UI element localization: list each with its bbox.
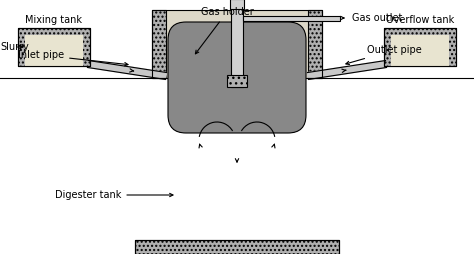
Bar	[308, 10, 322, 78]
Bar	[230, 0, 244, 9]
Text: Mixing tank: Mixing tank	[26, 15, 82, 25]
Text: Digester tank: Digester tank	[55, 190, 173, 200]
Bar	[391, 35, 449, 66]
Bar	[135, 240, 339, 254]
Bar	[152, 10, 322, 78]
Polygon shape	[308, 60, 386, 80]
Bar	[166, 10, 308, 78]
Bar	[384, 28, 456, 66]
Bar	[166, 10, 308, 78]
Text: Gas holder: Gas holder	[195, 7, 254, 54]
Text: Overflow tank: Overflow tank	[386, 15, 454, 25]
Bar	[18, 28, 90, 66]
Bar	[243, 15, 340, 21]
Text: Inlet pipe: Inlet pipe	[18, 50, 128, 66]
Polygon shape	[88, 60, 166, 80]
FancyBboxPatch shape	[168, 22, 306, 133]
Bar	[384, 28, 456, 66]
Bar	[18, 28, 90, 66]
Bar	[231, 5, 243, 87]
Text: Slurry: Slurry	[0, 42, 29, 52]
Bar	[227, 75, 247, 87]
Bar	[152, 10, 166, 78]
Bar	[25, 35, 83, 66]
Text: Outlet pipe: Outlet pipe	[346, 45, 422, 65]
Bar	[135, 240, 339, 254]
Text: Gas outlet: Gas outlet	[352, 13, 402, 23]
